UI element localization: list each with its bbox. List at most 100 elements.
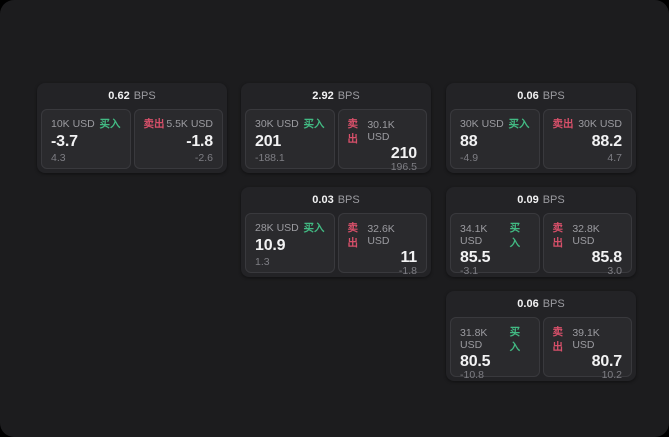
sell-pane-top: 卖出 30K USD xyxy=(553,116,623,131)
quote-card: 0.62 BPS 10K USD 买入 -3.7 4.3 卖出 5.5K USD… xyxy=(37,83,227,173)
buy-price: 85.5 xyxy=(460,249,491,266)
buy-pane[interactable]: 28K USD 买入 10.9 1.3 xyxy=(245,213,335,273)
card-body: 28K USD 买入 10.9 1.3 卖出 32.6K USD 11 -1.8 xyxy=(241,213,431,277)
buy-pane-top: 30K USD 买入 xyxy=(460,116,530,131)
sell-pane-top: 卖出 39.1K USD xyxy=(553,324,623,354)
buy-sub-value: -188.1 xyxy=(255,151,285,164)
sell-side-label: 卖出 xyxy=(552,118,574,130)
card-header: 0.62 BPS xyxy=(37,83,227,109)
sell-size-label: 39.1K USD xyxy=(572,327,600,351)
sell-side-label: 卖出 xyxy=(347,222,359,249)
buy-sub-value: 4.3 xyxy=(51,151,66,164)
buy-price: 10.9 xyxy=(255,236,286,254)
card-body: 31.8K USD 买入 80.5 -10.8 卖出 39.1K USD 80.… xyxy=(446,317,636,381)
buy-pane-top: 34.1K USD 买入 xyxy=(460,220,530,250)
bps-value: 0.06 xyxy=(517,298,539,310)
buy-pane[interactable]: 30K USD 买入 201 -188.1 xyxy=(245,109,335,169)
sell-size-label: 5.5K USD xyxy=(166,117,213,130)
bps-unit-label: BPS xyxy=(542,298,565,310)
buy-price: 80.5 xyxy=(460,353,491,370)
bps-value: 2.92 xyxy=(312,90,334,102)
buy-side-label: 买入 xyxy=(509,222,521,249)
card-body: 10K USD 买入 -3.7 4.3 卖出 5.5K USD -1.8 -2.… xyxy=(37,109,227,173)
sell-price: 85.8 xyxy=(591,249,623,266)
sell-sub-value: 10.2 xyxy=(601,369,622,381)
bps-value: 0.03 xyxy=(312,194,334,206)
sell-size-label: 30.1K USD xyxy=(367,119,395,143)
buy-size-label: 28K USD xyxy=(255,221,299,234)
buy-side-label: 买入 xyxy=(509,326,521,353)
sell-sub-value: -1.8 xyxy=(398,265,417,277)
sell-price: 80.7 xyxy=(591,353,623,370)
buy-pane[interactable]: 30K USD 买入 88 -4.9 xyxy=(450,109,540,169)
buy-size-label: 10K USD xyxy=(51,117,95,130)
sell-size-label: 32.6K USD xyxy=(367,223,395,247)
sell-pane[interactable]: 卖出 5.5K USD -1.8 -2.6 xyxy=(133,109,223,169)
sell-pane[interactable]: 卖出 32.6K USD 11 -1.8 xyxy=(337,213,427,276)
sell-sub-value: -2.6 xyxy=(194,151,213,164)
buy-pane[interactable]: 34.1K USD 买入 85.5 -3.1 xyxy=(450,213,540,276)
quote-card: 2.92 BPS 30K USD 买入 201 -188.1 卖出 30.1K … xyxy=(241,83,431,173)
buy-side-label: 买入 xyxy=(303,118,325,130)
buy-pane[interactable]: 10K USD 买入 -3.7 4.3 xyxy=(41,109,131,169)
buy-size-label: 30K USD xyxy=(255,117,299,130)
quote-card: 0.03 BPS 28K USD 买入 10.9 1.3 卖出 32.6K US… xyxy=(241,187,431,277)
sell-sub-value: 3.0 xyxy=(607,265,622,277)
sell-pane[interactable]: 卖出 32.8K USD 85.8 3.0 xyxy=(542,213,632,276)
card-header: 0.06 BPS xyxy=(446,291,636,317)
sell-side-label: 卖出 xyxy=(552,326,564,353)
buy-side-label: 买入 xyxy=(99,118,121,130)
sell-size-label: 30K USD xyxy=(578,117,622,130)
bps-value: 0.09 xyxy=(517,194,539,206)
buy-pane-top: 10K USD 买入 xyxy=(51,116,121,131)
buy-sub-value: -4.9 xyxy=(460,151,479,164)
sell-pane-top: 卖出 32.8K USD xyxy=(553,220,623,250)
bps-unit-label: BPS xyxy=(133,90,156,102)
bps-value: 0.62 xyxy=(108,90,130,102)
bps-unit-label: BPS xyxy=(542,194,565,206)
sell-size-label: 32.8K USD xyxy=(572,223,600,247)
quote-card: 0.06 BPS 30K USD 买入 88 -4.9 卖出 30K USD 8… xyxy=(446,83,636,173)
buy-sub-value: -3.1 xyxy=(460,265,479,277)
sell-pane[interactable]: 卖出 30.1K USD 210 196.5 xyxy=(337,109,427,172)
sell-side-label: 卖出 xyxy=(347,118,359,145)
sell-price: -1.8 xyxy=(186,132,213,150)
sell-pane-top: 卖出 5.5K USD xyxy=(144,116,214,131)
bps-unit-label: BPS xyxy=(337,90,360,102)
bps-unit-label: BPS xyxy=(337,194,360,206)
quote-card: 0.09 BPS 34.1K USD 买入 85.5 -3.1 卖出 32.8K… xyxy=(446,187,636,277)
sell-side-label: 卖出 xyxy=(143,118,165,130)
buy-price: 88 xyxy=(460,132,478,150)
sell-sub-value: 4.7 xyxy=(607,151,622,164)
buy-size-label: 31.8K USD xyxy=(460,327,488,351)
sell-pane-top: 卖出 30.1K USD xyxy=(348,116,418,146)
card-header: 0.03 BPS xyxy=(241,187,431,213)
sell-side-label: 卖出 xyxy=(552,222,564,249)
buy-sub-value: -10.8 xyxy=(460,369,484,381)
buy-side-label: 买入 xyxy=(508,118,530,130)
sell-pane[interactable]: 卖出 39.1K USD 80.7 10.2 xyxy=(542,317,632,380)
quote-card: 0.06 BPS 31.8K USD 买入 80.5 -10.8 卖出 39.1… xyxy=(446,291,636,381)
buy-price: -3.7 xyxy=(51,132,78,150)
buy-pane[interactable]: 31.8K USD 买入 80.5 -10.8 xyxy=(450,317,540,380)
sell-pane[interactable]: 卖出 30K USD 88.2 4.7 xyxy=(542,109,632,169)
buy-size-label: 34.1K USD xyxy=(460,223,488,247)
card-header: 2.92 BPS xyxy=(241,83,431,109)
buy-sub-value: 1.3 xyxy=(255,255,270,268)
buy-price: 201 xyxy=(255,132,282,150)
card-body: 34.1K USD 买入 85.5 -3.1 卖出 32.8K USD 85.8… xyxy=(446,213,636,277)
buy-size-label: 30K USD xyxy=(460,117,504,130)
sell-sub-value: 196.5 xyxy=(390,161,417,173)
sell-pane-top: 卖出 32.6K USD xyxy=(348,220,418,250)
card-header: 0.09 BPS xyxy=(446,187,636,213)
buy-pane-top: 28K USD 买入 xyxy=(255,220,325,235)
sell-price: 88.2 xyxy=(591,132,623,150)
buy-pane-top: 30K USD 买入 xyxy=(255,116,325,131)
bps-unit-label: BPS xyxy=(542,90,565,102)
card-body: 30K USD 买入 88 -4.9 卖出 30K USD 88.2 4.7 xyxy=(446,109,636,173)
card-body: 30K USD 买入 201 -188.1 卖出 30.1K USD 210 1… xyxy=(241,109,431,173)
buy-side-label: 买入 xyxy=(303,222,325,234)
buy-pane-top: 31.8K USD 买入 xyxy=(460,324,530,354)
